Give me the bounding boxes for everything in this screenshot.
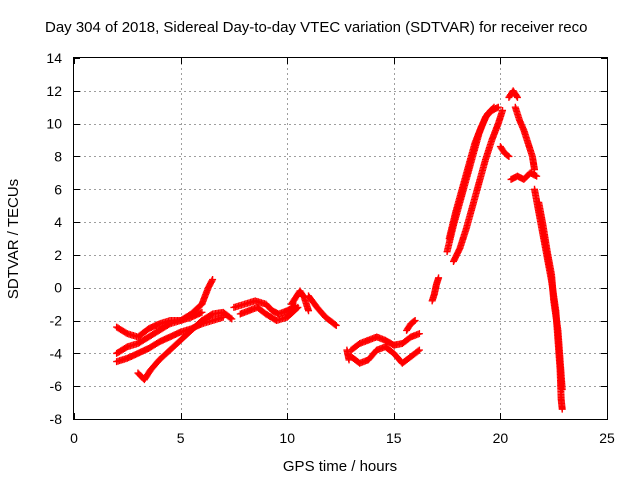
y-tick-labels: -8 -6 -4 -2 0 2 4 6 8 10 12 14: [46, 50, 62, 427]
data-point: [414, 347, 422, 355]
data-point: [504, 152, 512, 160]
data-point: [499, 107, 507, 115]
x-tick-label: 20: [493, 430, 509, 446]
data-point: [293, 304, 301, 312]
y-tick-label: 4: [54, 214, 62, 230]
data-point: [505, 152, 513, 160]
data-point: [489, 104, 497, 112]
data-point: [533, 172, 541, 180]
y-tick-label: 14: [46, 50, 62, 66]
y-axis-title: SDTVAR / TECUs: [5, 179, 22, 299]
data-point: [228, 315, 236, 323]
data-point: [227, 314, 235, 322]
plot-frame: [73, 57, 608, 420]
x-tick-label: 5: [177, 430, 185, 446]
chart-title: Day 304 of 2018, Sidereal Day-to-day VTE…: [45, 19, 587, 36]
y-tick-label: 0: [54, 280, 62, 296]
y-tick-label: 10: [46, 116, 62, 132]
data-point: [198, 308, 206, 316]
y-tick-label: 8: [54, 148, 62, 164]
x-tick-label: 15: [386, 430, 402, 446]
y-tick-label: 6: [54, 181, 62, 197]
y-tick-label: 2: [54, 247, 62, 263]
y-tick-label: 12: [46, 83, 62, 99]
data-point: [331, 321, 339, 329]
data-point: [209, 276, 217, 284]
data-point: [410, 317, 418, 325]
data-point: [435, 274, 443, 282]
x-tick-label: 0: [70, 430, 78, 446]
data-point: [305, 307, 313, 315]
x-tick-label: 25: [599, 430, 615, 446]
x-tick-labels: 0 5 10 15 20 25: [70, 430, 615, 446]
x-axis-title: GPS time / hours: [283, 458, 397, 475]
data-point: [415, 346, 423, 354]
data-point: [513, 93, 521, 101]
data-point: [558, 385, 566, 393]
y-tick-label: -6: [50, 378, 63, 394]
data-point: [513, 92, 521, 100]
data-point: [490, 103, 498, 111]
data-point: [208, 277, 216, 285]
grid: [74, 58, 607, 419]
data-point: [558, 405, 566, 413]
y-tick-label: -2: [50, 313, 63, 329]
data-point: [294, 303, 302, 311]
y-tick-label: -8: [50, 411, 63, 427]
data-point: [345, 356, 353, 364]
x-tick-label: 10: [279, 430, 295, 446]
data-point: [415, 330, 423, 338]
data-points: [113, 87, 566, 413]
y-tick-label: -4: [50, 345, 63, 361]
axis-ticks: [74, 58, 608, 420]
data-point: [332, 321, 340, 329]
data-point: [411, 317, 419, 325]
